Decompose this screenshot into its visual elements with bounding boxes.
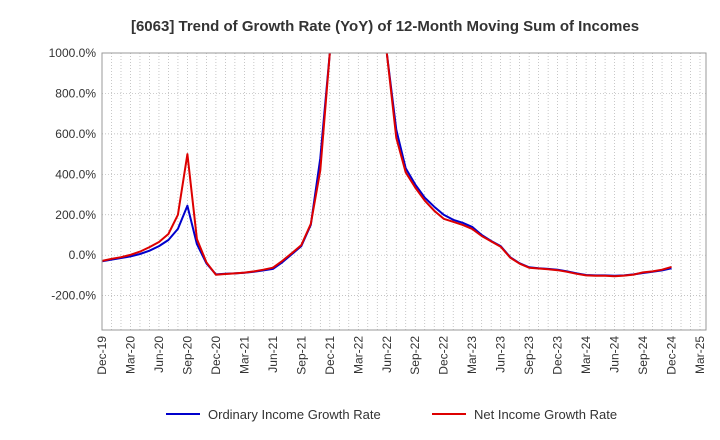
y-tick-label: -200.0% <box>51 289 96 303</box>
x-tick-label: Sep-22 <box>408 336 422 375</box>
x-tick-label: Sep-21 <box>294 336 308 375</box>
x-tick-label: Dec-21 <box>323 336 337 375</box>
y-tick-label: 0.0% <box>69 248 97 262</box>
y-tick-label: 800.0% <box>55 86 96 100</box>
y-tick-label: 400.0% <box>55 167 96 181</box>
x-tick-label: Mar-23 <box>465 336 479 374</box>
x-tick-label: Jun-22 <box>380 336 394 373</box>
legend: Ordinary Income Growth Rate Net Income Gr… <box>166 407 617 422</box>
x-tick-label: Mar-21 <box>237 336 251 374</box>
chart-title: [6063] Trend of Growth Rate (YoY) of 12-… <box>131 18 639 35</box>
x-tick-label: Dec-22 <box>437 336 451 375</box>
x-tick-label: Mar-20 <box>123 336 137 374</box>
series-line-2 <box>385 53 672 278</box>
x-tick-label: Dec-24 <box>665 336 679 375</box>
legend-label: Ordinary Income Growth Rate <box>208 407 381 422</box>
y-tick-label: 600.0% <box>55 127 96 141</box>
x-tick-label: Sep-23 <box>522 336 536 375</box>
x-tick-label: Mar-24 <box>579 336 593 374</box>
x-tick-label: Jun-23 <box>494 336 508 373</box>
x-tick-label: Dec-19 <box>95 336 109 375</box>
x-tick-label: Jun-24 <box>608 336 622 373</box>
x-axis: Dec-19 Mar-20 Jun-20 Sep-20 Dec-20 Mar-21 Jun-… <box>95 336 707 375</box>
y-tick-label: 1000.0% <box>49 46 97 60</box>
x-tick-label: Mar-25 <box>693 336 707 374</box>
x-tick-label: Sep-24 <box>636 336 650 375</box>
x-tick-label: Mar-22 <box>351 336 365 374</box>
x-tick-label: Jun-21 <box>266 336 280 373</box>
y-tick-label: 200.0% <box>55 208 96 222</box>
series-line-2 <box>102 53 331 276</box>
grid <box>101 52 706 330</box>
x-tick-label: Sep-20 <box>180 336 194 375</box>
x-tick-label: Dec-20 <box>209 336 223 375</box>
y-axis: 1000.0% 800.0% 600.0% 400.0% 200.0% 0.0% -200.… <box>49 46 97 303</box>
series-group <box>102 53 672 278</box>
x-tick-label: Dec-23 <box>551 336 565 375</box>
plot-frame <box>101 52 707 331</box>
x-tick-label: Jun-20 <box>152 336 166 373</box>
legend-label: Net Income Growth Rate <box>474 407 617 422</box>
